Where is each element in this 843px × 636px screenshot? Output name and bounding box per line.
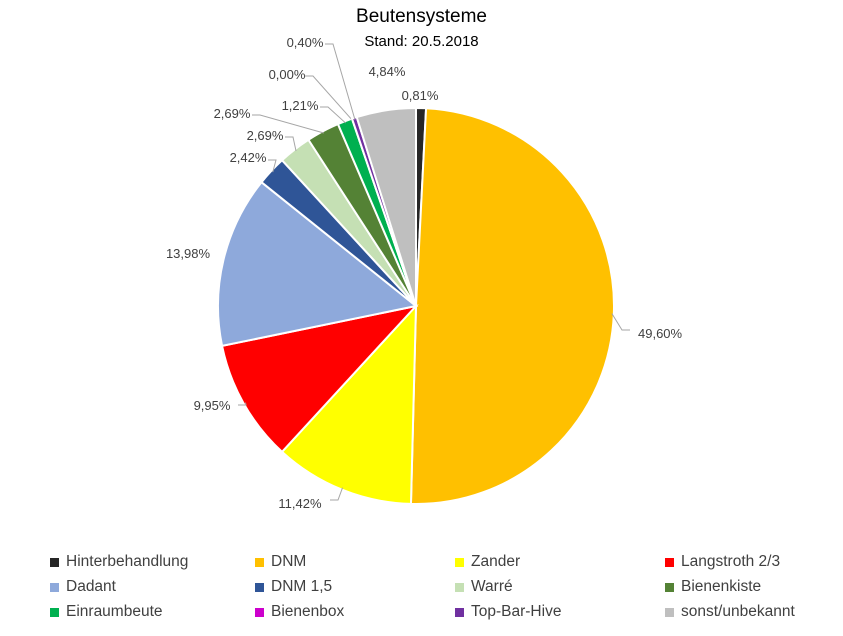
legend-swatch xyxy=(455,557,464,567)
legend-swatch xyxy=(50,582,59,592)
pie-slice-langstroth-2-3 xyxy=(220,304,419,454)
data-label: 0,40% xyxy=(287,35,324,50)
pie-slice-dnm xyxy=(409,107,616,505)
legend-label: Dadant xyxy=(66,578,116,595)
legend-item: DNM 1,5 xyxy=(255,577,455,597)
data-label: 11,42% xyxy=(278,496,322,511)
legend-item: Top-Bar-Hive xyxy=(455,602,665,622)
legend-label: Warré xyxy=(471,578,513,595)
leader-line xyxy=(305,75,354,121)
pie-slice-sonst-unbekannt xyxy=(355,106,417,307)
chart-subtitle: Stand: 20.5.2018 xyxy=(364,33,479,50)
leader-line xyxy=(325,43,356,120)
legend-swatch xyxy=(665,607,674,617)
leader-line xyxy=(611,313,630,331)
pie-chart: 0,81% 49,60% 11,42% 9,95% 13,98% 2,42% 2,69% 2,… xyxy=(166,35,683,511)
legend-label: Einraumbeute xyxy=(66,603,163,620)
legend-label: Top-Bar-Hive xyxy=(471,603,562,620)
legend-item: Hinterbehandlung xyxy=(50,552,255,572)
legend-label: Bienenbox xyxy=(271,603,345,620)
legend-swatch xyxy=(255,607,264,617)
data-label: 1,21% xyxy=(282,98,319,113)
legend-swatch xyxy=(455,607,464,617)
legend-item: Zander xyxy=(455,552,665,572)
legend-item: Einraumbeute xyxy=(50,602,255,622)
legend-swatch xyxy=(255,557,264,567)
data-label: 0,81% xyxy=(402,88,439,103)
legend-item: Bienenkiste xyxy=(665,577,840,597)
legend-label: Langstroth 2/3 xyxy=(681,553,781,570)
data-label: 4,84% xyxy=(369,64,406,79)
data-label: 2,69% xyxy=(214,106,251,121)
data-label: 0,00% xyxy=(269,67,306,82)
leader-line xyxy=(252,114,324,134)
legend-item: Langstroth 2/3 xyxy=(665,552,840,572)
legend-item: Warré xyxy=(455,577,665,597)
legend-label: DNM xyxy=(271,553,307,570)
legend-item: Bienenbox xyxy=(255,602,455,622)
legend-label: sonst/unbekannt xyxy=(681,603,795,620)
legend-swatch xyxy=(50,607,59,617)
legend-swatch xyxy=(455,582,464,592)
legend-swatch xyxy=(665,582,674,592)
pie-slice-dadant xyxy=(217,180,419,348)
legend-label: Zander xyxy=(471,553,521,570)
legend: Hinterbehandlung DNM Zander Langstroth 2/3 D… xyxy=(50,552,840,622)
leader-line xyxy=(330,487,344,501)
leader-line xyxy=(320,106,346,124)
data-label: 49,60% xyxy=(638,326,683,341)
legend-swatch xyxy=(665,557,674,567)
data-label: 2,69% xyxy=(247,128,284,143)
leader-line xyxy=(238,402,247,406)
legend-label: Hinterbehandlung xyxy=(66,553,189,570)
leader-line xyxy=(268,159,277,173)
chart-title: Beutensysteme xyxy=(356,6,487,27)
legend-label: DNM 1,5 xyxy=(271,578,333,595)
data-label: 13,98% xyxy=(166,246,211,261)
legend-label: Bienenkiste xyxy=(681,578,762,595)
legend-swatch xyxy=(255,582,264,592)
leader-line xyxy=(285,136,297,152)
legend-item: Dadant xyxy=(50,577,255,597)
data-label: 9,95% xyxy=(194,398,231,413)
data-label: 2,42% xyxy=(230,150,267,165)
legend-item: DNM xyxy=(255,552,455,572)
legend-item: sonst/unbekannt xyxy=(665,602,840,622)
legend-swatch xyxy=(50,557,59,567)
